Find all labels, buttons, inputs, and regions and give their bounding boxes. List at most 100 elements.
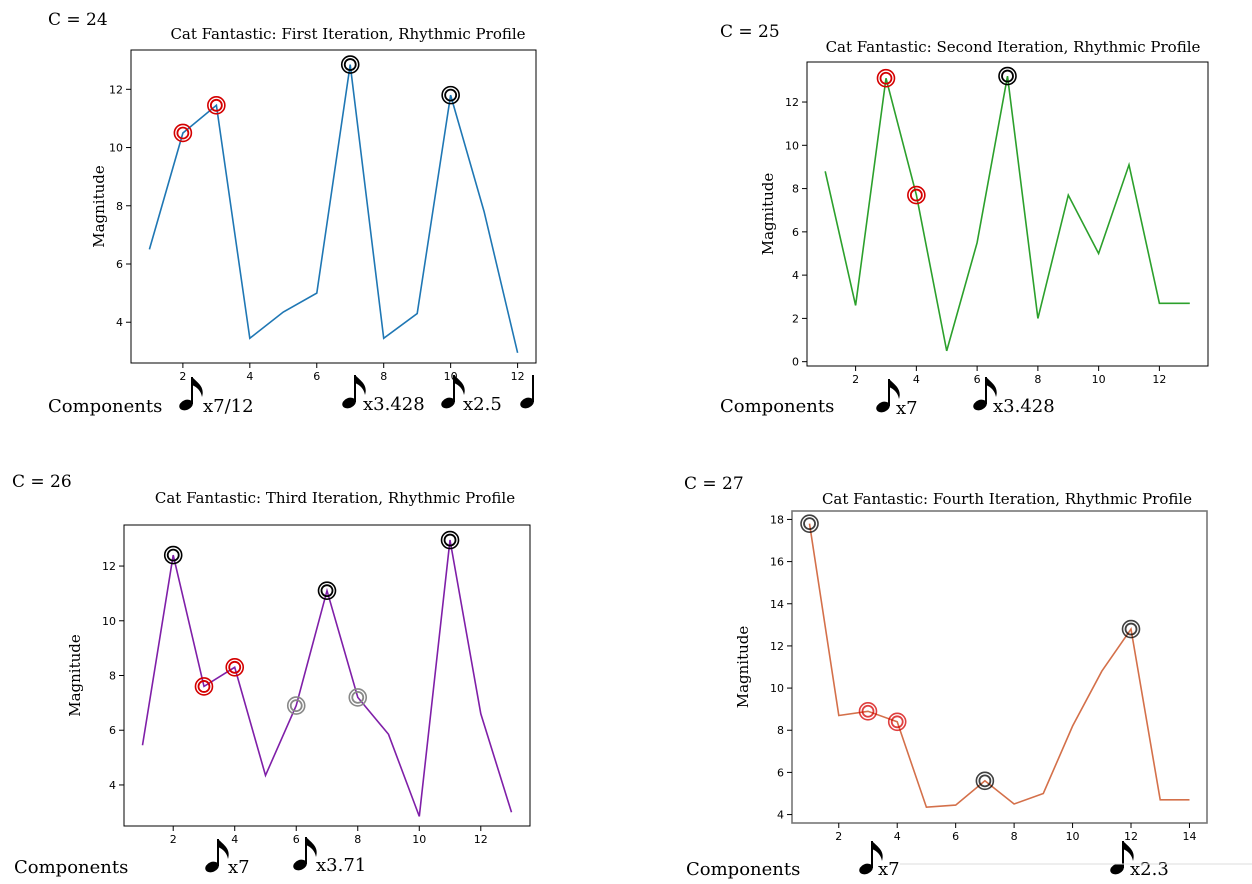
chart-2-data-point-3 xyxy=(885,77,887,79)
chart-1-data-point-12 xyxy=(517,352,519,354)
chart-3-marker-1-inner-ring xyxy=(166,548,180,562)
chart-2-xtick-label-2: 6 xyxy=(974,373,981,386)
chart-3-data-point-7 xyxy=(326,590,328,592)
chart-4-data-point-9 xyxy=(1042,792,1044,794)
components-label-chart-2: Components xyxy=(720,396,835,417)
chart-2: Cat Fantastic: Second Iteration, Rhythmi… xyxy=(759,38,1209,413)
chart-2-ytick-label-5: 10 xyxy=(785,139,799,152)
chart-1-component-note-3-flag xyxy=(454,375,465,395)
chart-3-data-point-4 xyxy=(234,666,236,668)
chart-3-xtick-label-4: 10 xyxy=(412,833,426,846)
chart-2-data-point-2 xyxy=(855,304,857,306)
chart-1-component-note-1 xyxy=(179,377,203,411)
chart-1-marker-3-outer-ring xyxy=(340,55,360,74)
chart-4-component-note-1-head xyxy=(859,863,873,875)
chart-2-ytick-label-0: 0 xyxy=(792,356,799,369)
chart-2-data-point-7 xyxy=(1007,75,1009,77)
chart-4-component-note-2-flag xyxy=(1123,841,1134,861)
chart-4-data-point-11 xyxy=(1101,670,1103,672)
chart-4-data-point-2 xyxy=(838,714,840,716)
chart-2-title: Cat Fantastic: Second Iteration, Rhythmi… xyxy=(826,38,1201,56)
chart-3-marker-7-outer-ring xyxy=(440,530,460,550)
chart-4-data-point-1 xyxy=(809,523,811,525)
chart-3-marker-3-outer-ring xyxy=(225,657,245,677)
chart-3-ytick-label-3: 10 xyxy=(102,615,116,628)
chart-3-data-point-1 xyxy=(141,744,143,746)
chart-4-data-point-10 xyxy=(1072,725,1074,727)
chart-3-ytick-label-0: 4 xyxy=(109,779,116,792)
chart-2-ylabel: Magnitude xyxy=(759,173,777,256)
chart-4-component-note-1-flag xyxy=(872,841,883,861)
chart-3-marker-2-outer-ring xyxy=(194,677,214,696)
chart-2-component-note-2-head xyxy=(973,399,987,411)
chart-4-ytick-label-2: 8 xyxy=(777,724,784,737)
chart-2-data-point-8 xyxy=(1037,317,1039,319)
chart-4-marker-1-inner-ring xyxy=(803,517,816,531)
multiplier-chart-1-1: x7/12 xyxy=(203,396,254,417)
chart-3-data-point-8 xyxy=(357,696,359,698)
chart-2-frame xyxy=(806,61,1209,367)
chart-3-ytick-label-2: 8 xyxy=(109,670,116,683)
chart-1-data-point-6 xyxy=(316,292,318,294)
chart-1-data-point-2 xyxy=(182,132,184,134)
chart-4-data-point-8 xyxy=(1013,803,1015,805)
chart-2-data-point-5 xyxy=(946,350,948,352)
chart-4-ytick-label-1: 6 xyxy=(777,766,784,779)
chart-3-data-point-11 xyxy=(449,539,451,541)
components-label-chart-1: Components xyxy=(48,396,163,417)
chart-3-data-point-13 xyxy=(511,811,513,813)
chart-2-component-note-2-flag xyxy=(986,377,997,397)
multiplier-chart-2-2: x3.428 xyxy=(993,396,1055,417)
chart-4-data-point-7 xyxy=(984,780,986,782)
chart-4-marker-2-inner-ring xyxy=(861,704,875,718)
chart-4-ytick-label-5: 14 xyxy=(770,598,784,611)
chart-3-xtick-label-2: 6 xyxy=(293,833,300,846)
chart-4-series-line xyxy=(808,523,1190,809)
chart-3-series-line xyxy=(141,539,513,817)
chart-1-component-note-4 xyxy=(520,375,534,409)
chart-2-data-point-11 xyxy=(1128,164,1130,166)
chart-4-data-point-4 xyxy=(896,721,898,723)
c-label-chart-4: C = 27 xyxy=(684,474,744,494)
components-label-chart-3: Components xyxy=(14,857,129,878)
chart-2-marker-1-outer-ring xyxy=(876,68,896,88)
chart-2-marker-2-outer-ring xyxy=(907,185,926,205)
chart-2-ytick-label-3: 6 xyxy=(792,226,799,239)
chart-2-series-line xyxy=(824,75,1190,352)
chart-1-data-point-4 xyxy=(249,337,251,339)
chart-1-data-point-3 xyxy=(215,104,217,106)
chart-4: Cat Fantastic: Fourth Iteration, Rhythmi… xyxy=(734,490,1208,875)
chart-4-component-note-1 xyxy=(859,841,883,875)
chart-1-marker-4-inner-ring xyxy=(444,88,458,102)
chart-1-marker-2-inner-ring xyxy=(209,98,223,112)
chart-3-component-note-1-head xyxy=(205,861,219,873)
chart-1-data-point-5 xyxy=(282,311,284,313)
multiplier-chart-1-2: x3.428 xyxy=(363,394,425,415)
chart-4-component-note-2 xyxy=(1110,841,1134,875)
chart-3-xtick-label-0: 2 xyxy=(170,833,177,846)
chart-1-marker-3-inner-ring xyxy=(343,58,357,71)
chart-3-marker-4-inner-ring xyxy=(289,699,303,712)
chart-3-ytick-label-4: 12 xyxy=(102,560,116,573)
chart-4-marker-5-inner-ring xyxy=(1124,622,1138,636)
chart-3-data-point-2 xyxy=(172,554,174,556)
chart-1-series-line xyxy=(148,64,519,353)
chart-4-marker-2-outer-ring xyxy=(858,701,878,721)
components-label-chart-4: Components xyxy=(686,859,801,880)
chart-3-marker-6-inner-ring xyxy=(351,690,365,704)
chart-4-data-point-14 xyxy=(1188,799,1190,801)
chart-2-data-point-9 xyxy=(1067,194,1069,196)
chart-1-xtick-label-5: 12 xyxy=(511,370,525,383)
chart-3-marker-2-inner-ring xyxy=(197,680,211,693)
chart-1-ytick-label-4: 12 xyxy=(109,83,123,96)
chart-1-component-note-1-flag xyxy=(192,377,203,397)
multiplier-chart-4-1: x7 xyxy=(878,859,900,880)
multiplier-chart-1-3: x2.5 xyxy=(463,394,502,415)
chart-1-ytick-label-1: 6 xyxy=(116,258,123,271)
chart-3-xtick-label-1: 4 xyxy=(231,833,238,846)
chart-1-marker-1-inner-ring xyxy=(176,126,190,140)
chart-3-title: Cat Fantastic: Third Iteration, Rhythmic… xyxy=(155,489,515,507)
chart-4-xtick-label-1: 4 xyxy=(894,830,901,843)
chart-1-marker-1-outer-ring xyxy=(173,123,193,143)
